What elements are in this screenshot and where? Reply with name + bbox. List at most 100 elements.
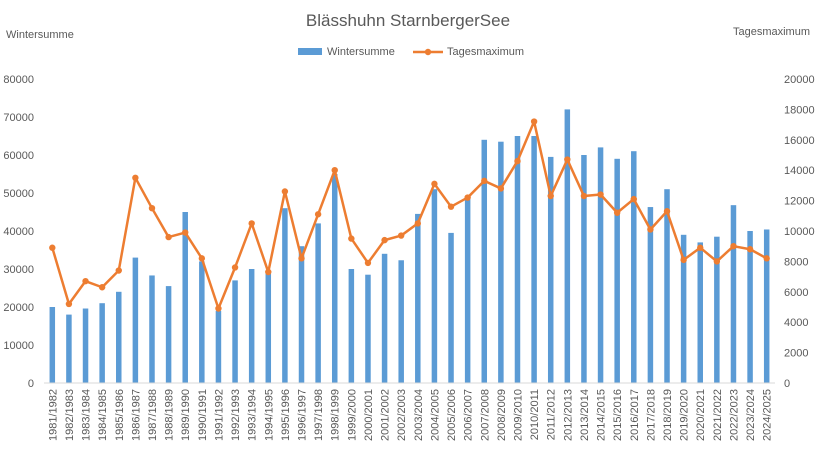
point-tagesmaximum <box>597 191 604 198</box>
line-series-tagesmaximum <box>49 118 770 312</box>
bar-wintersumme <box>581 155 587 383</box>
x-tick-label: 2009/2010 <box>512 389 524 441</box>
x-tick-label: 2011/2012 <box>546 389 558 440</box>
point-tagesmaximum <box>663 208 671 215</box>
bar-wintersumme <box>647 207 654 383</box>
chart-title: Blässhuhn StarnbergerSee <box>306 11 510 30</box>
bar-series-wintersumme <box>49 109 770 384</box>
bar-wintersumme <box>82 308 89 383</box>
bar-wintersumme <box>564 109 571 384</box>
point-tagesmaximum <box>697 244 704 251</box>
bar-wintersumme <box>547 156 554 383</box>
right-y-tick-label: 6000 <box>784 287 808 299</box>
x-tick-label: 1985/1986 <box>114 389 126 441</box>
point-tagesmaximum <box>746 246 754 253</box>
x-tick-label: 1993/1994 <box>247 389 259 441</box>
x-tick-labels: 1981/1982 1982/1983 1983/1984 1984/1985 1985… <box>47 389 773 441</box>
bar-wintersumme <box>464 198 471 383</box>
bar-wintersumme <box>398 260 404 383</box>
left-y-tick-labels: 0 10000 20000 30000 40000 50000 60000 70000 8000… <box>3 74 34 390</box>
point-tagesmaximum <box>248 220 255 227</box>
bar-wintersumme <box>498 141 504 383</box>
right-y-tick-label: 20000 <box>784 74 815 86</box>
point-tagesmaximum <box>547 192 554 200</box>
x-tick-label: 2001/2002 <box>380 389 392 441</box>
bar-wintersumme <box>614 158 620 383</box>
point-tagesmaximum <box>182 229 189 236</box>
x-tick-label: 2006/2007 <box>463 389 475 441</box>
x-tick-label: 2020/2021 <box>695 389 707 441</box>
left-y-tick-label: 0 <box>28 378 34 390</box>
x-tick-label: 2019/2020 <box>679 389 691 441</box>
right-y-tick-label: 8000 <box>784 256 808 268</box>
point-tagesmaximum <box>447 203 455 210</box>
point-tagesmaximum <box>115 267 122 274</box>
x-tick-label: 2003/2004 <box>413 389 425 441</box>
legend: Wintersumme Tagesmaximum <box>298 46 524 58</box>
bar-wintersumme <box>348 269 355 383</box>
right-y-tick-label: 2000 <box>784 348 808 360</box>
x-tick-label: 1988/1989 <box>164 389 176 441</box>
point-tagesmaximum <box>730 243 737 250</box>
bar-wintersumme <box>248 269 255 383</box>
x-tick-label: 1992/1993 <box>230 389 242 441</box>
point-tagesmaximum <box>630 195 637 203</box>
right-y-tick-label: 16000 <box>784 135 815 147</box>
bar-wintersumme <box>182 212 188 383</box>
bar-wintersumme <box>315 223 321 383</box>
point-tagesmaximum <box>198 255 206 262</box>
right-y-tick-label: 14000 <box>784 165 815 177</box>
bar-wintersumme <box>232 280 238 383</box>
x-tick-label: 2010/2011 <box>529 389 541 440</box>
legend-marker-tagesmaximum <box>424 48 432 56</box>
x-tick-label: 2004/2005 <box>429 389 441 441</box>
point-tagesmaximum <box>680 256 687 264</box>
right-y-tick-label: 4000 <box>784 317 808 329</box>
bar-wintersumme <box>697 242 703 383</box>
bar-wintersumme <box>365 274 371 383</box>
point-tagesmaximum <box>298 255 305 262</box>
point-tagesmaximum <box>397 232 405 239</box>
left-y-tick-label: 80000 <box>3 74 34 86</box>
left-y-tick-label: 30000 <box>3 264 34 276</box>
x-tick-label: 1999/2000 <box>346 389 358 441</box>
bar-wintersumme <box>714 236 720 383</box>
left-y-tick-label: 10000 <box>3 340 34 352</box>
point-tagesmaximum <box>431 180 438 188</box>
x-tick-label: 1998/1999 <box>330 389 342 441</box>
point-tagesmaximum <box>713 258 721 265</box>
x-tick-label: 1982/1983 <box>64 389 76 441</box>
point-tagesmaximum <box>647 226 654 233</box>
x-tick-label: 1983/1984 <box>81 389 93 441</box>
point-tagesmaximum <box>231 264 239 271</box>
point-tagesmaximum <box>514 157 521 165</box>
bar-wintersumme <box>730 205 737 383</box>
x-tick-label: 2000/2001 <box>363 389 375 441</box>
point-tagesmaximum <box>148 205 156 212</box>
bar-wintersumme <box>99 303 105 383</box>
point-tagesmaximum <box>132 174 139 181</box>
bar-wintersumme <box>66 314 72 383</box>
x-tick-label: 1981/1982 <box>47 389 59 441</box>
right-y-tick-labels: 0 2000 4000 6000 8000 10000 12000 14000 16000 180… <box>784 74 815 390</box>
x-tick-label: 1996/1997 <box>297 389 309 441</box>
point-tagesmaximum <box>165 233 172 241</box>
x-tick-label: 2017/2018 <box>645 389 657 441</box>
x-tick-label: 1990/1991 <box>197 389 209 441</box>
bar-wintersumme <box>49 307 56 383</box>
legend-label-tagesmaximum: Tagesmaximum <box>447 46 524 58</box>
bar-wintersumme <box>747 231 753 383</box>
bar-wintersumme <box>331 174 338 383</box>
point-tagesmaximum <box>265 268 272 276</box>
bar-wintersumme <box>149 275 155 383</box>
point-tagesmaximum <box>82 277 89 285</box>
x-tick-label: 2024/2025 <box>762 389 774 441</box>
bar-wintersumme <box>763 229 770 383</box>
point-tagesmaximum <box>464 194 471 201</box>
point-tagesmaximum <box>364 259 372 267</box>
bar-wintersumme <box>265 272 272 383</box>
x-tick-label: 1994/1995 <box>263 389 275 441</box>
left-y-tick-label: 70000 <box>3 112 34 124</box>
left-y-tick-label: 50000 <box>3 188 34 200</box>
